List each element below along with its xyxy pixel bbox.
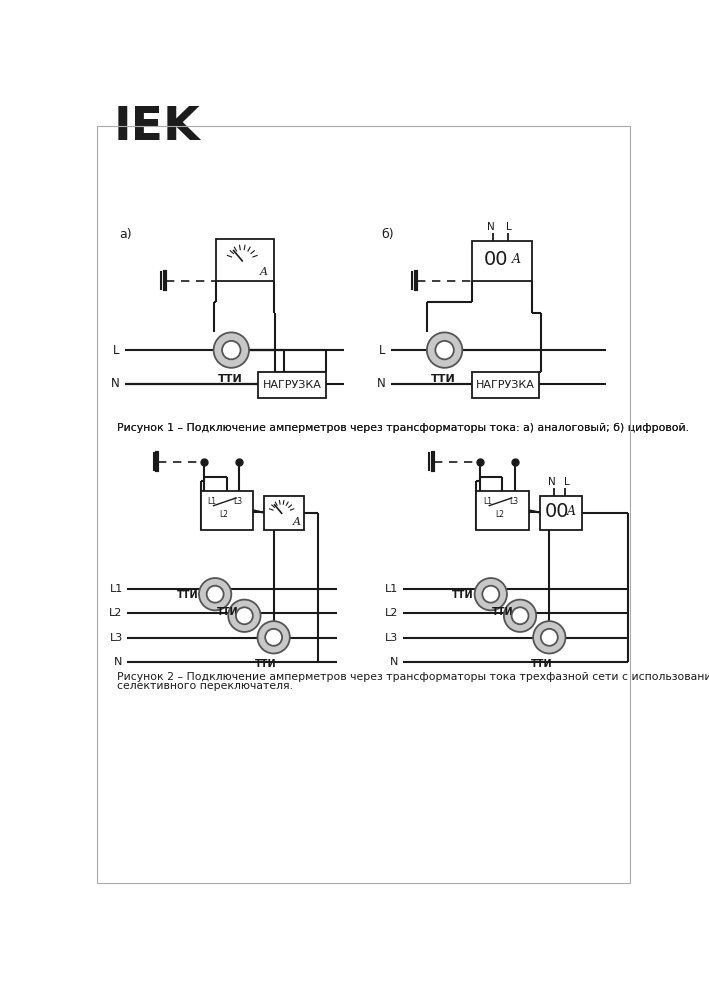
Text: N: N xyxy=(376,378,385,391)
Text: ТТИ: ТТИ xyxy=(531,659,552,669)
Text: а): а) xyxy=(120,228,133,241)
Text: L: L xyxy=(506,222,512,232)
Text: L1: L1 xyxy=(109,583,123,593)
Text: L2: L2 xyxy=(220,510,228,519)
Bar xyxy=(216,239,274,281)
Text: A: A xyxy=(512,254,521,267)
Bar xyxy=(258,372,326,398)
Text: A: A xyxy=(293,517,301,527)
Text: N: N xyxy=(114,657,123,667)
Text: 00: 00 xyxy=(484,251,508,270)
Text: ТТИ: ТТИ xyxy=(177,590,199,600)
Text: A: A xyxy=(567,505,576,518)
Circle shape xyxy=(265,628,282,645)
Text: L1: L1 xyxy=(484,498,492,506)
Text: L3: L3 xyxy=(109,633,123,643)
Circle shape xyxy=(533,621,566,653)
Text: ТТИ: ТТИ xyxy=(218,374,242,384)
Text: ТТИ: ТТИ xyxy=(430,374,455,384)
Text: N: N xyxy=(487,222,495,232)
Text: ТТИ: ТТИ xyxy=(255,659,277,669)
Text: IEK: IEK xyxy=(113,105,200,150)
Text: N: N xyxy=(111,378,120,391)
Circle shape xyxy=(236,607,253,624)
Circle shape xyxy=(228,599,261,632)
Text: ТТИ: ТТИ xyxy=(492,606,514,616)
Text: L3: L3 xyxy=(509,498,518,506)
Bar xyxy=(471,372,540,398)
Text: б): б) xyxy=(381,228,394,241)
Circle shape xyxy=(213,333,249,368)
Text: L: L xyxy=(113,344,120,357)
Text: НАГРУЗКА: НАГРУЗКА xyxy=(476,380,535,390)
Circle shape xyxy=(541,628,558,645)
Circle shape xyxy=(206,585,223,602)
Text: L1: L1 xyxy=(208,498,216,506)
Text: 00: 00 xyxy=(545,502,569,521)
Text: L3: L3 xyxy=(385,633,398,643)
Text: N: N xyxy=(548,477,556,487)
Bar xyxy=(201,492,253,529)
Text: L3: L3 xyxy=(234,498,242,506)
Circle shape xyxy=(222,341,240,360)
Bar xyxy=(540,496,582,529)
Bar xyxy=(476,492,528,529)
Text: ТТИ: ТТИ xyxy=(217,606,238,616)
Circle shape xyxy=(199,578,231,610)
Circle shape xyxy=(482,585,499,602)
Text: N: N xyxy=(390,657,398,667)
Text: Рисунок 1 – Подключение амперметров через трансформаторы тока: а) аналоговый; б): Рисунок 1 – Подключение амперметров чере… xyxy=(118,424,689,434)
Circle shape xyxy=(512,607,528,624)
Text: L1: L1 xyxy=(385,583,398,593)
Bar xyxy=(471,241,532,281)
Text: L: L xyxy=(379,344,385,357)
Circle shape xyxy=(257,621,290,653)
Circle shape xyxy=(427,333,462,368)
Text: L2: L2 xyxy=(385,608,398,618)
Text: селективного переключателя.: селективного переключателя. xyxy=(118,681,294,691)
Text: L2: L2 xyxy=(109,608,123,618)
Text: A: A xyxy=(260,267,268,277)
Circle shape xyxy=(504,599,536,632)
Text: Рисунок 2 – Подключение амперметров через трансформаторы тока трехфазной сети с : Рисунок 2 – Подключение амперметров чере… xyxy=(118,672,709,682)
Text: L: L xyxy=(564,477,570,487)
Text: Рисунок 1 – Подключение амперметров через трансформаторы тока: а) аналоговый; б): Рисунок 1 – Подключение амперметров чере… xyxy=(118,424,689,434)
Bar xyxy=(264,496,303,529)
Text: ТТИ: ТТИ xyxy=(452,590,474,600)
Text: L2: L2 xyxy=(495,510,504,519)
Text: НАГРУЗКА: НАГРУЗКА xyxy=(263,380,322,390)
Circle shape xyxy=(435,341,454,360)
Circle shape xyxy=(474,578,507,610)
